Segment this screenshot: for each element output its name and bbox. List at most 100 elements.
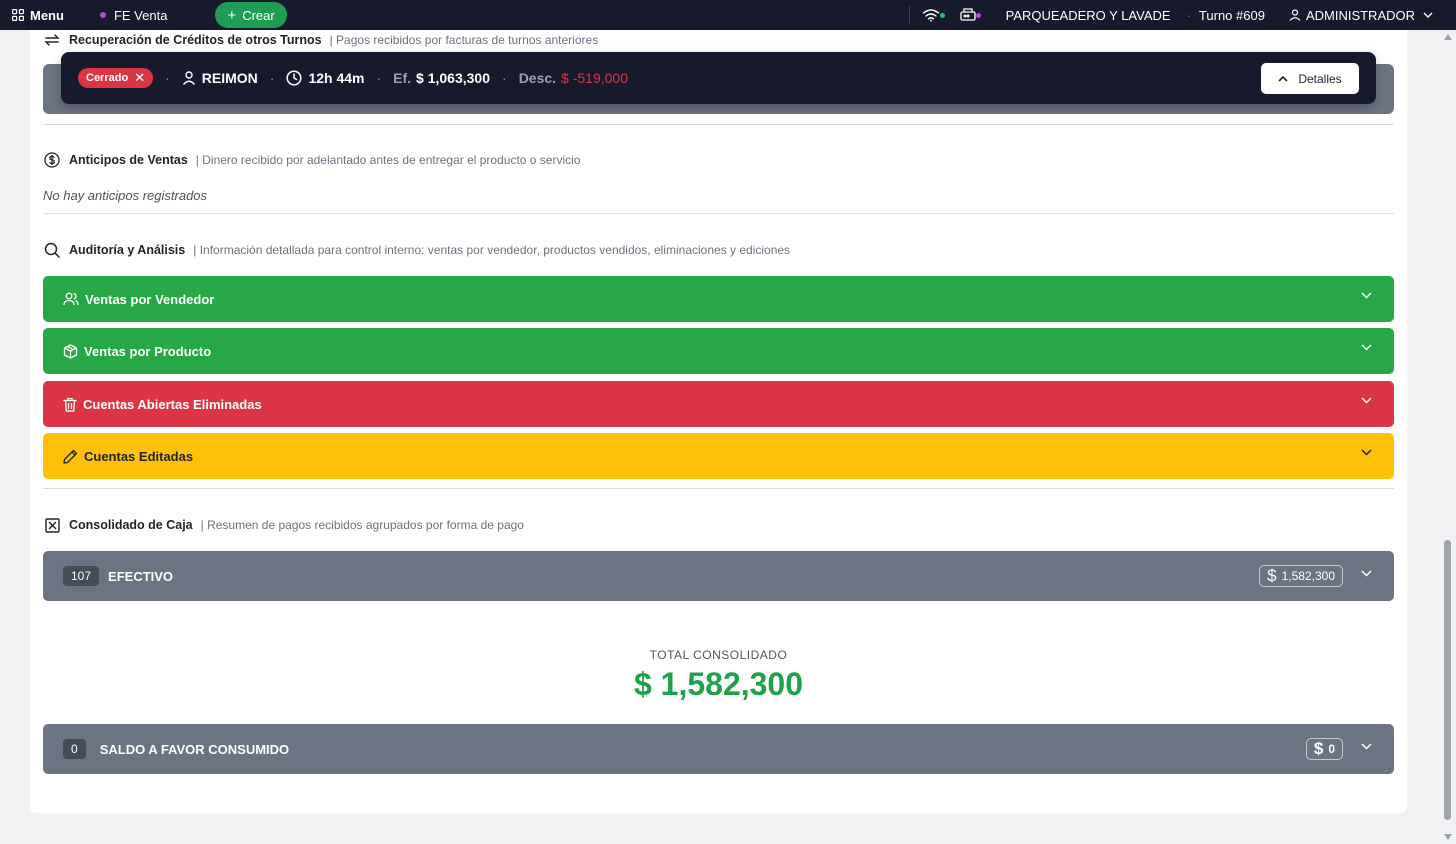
- clock-icon: [286, 70, 302, 86]
- chevron-up-icon: [1278, 75, 1288, 82]
- dollar-circle-icon: [43, 151, 61, 169]
- business-name: PARQUEADERO Y LAVADE: [1005, 7, 1171, 23]
- status-label: Cerrado: [86, 72, 129, 84]
- main-card: Recuperación de Créditos de otros Turnos…: [30, 30, 1407, 813]
- bar-label: Ventas por Producto: [84, 343, 212, 359]
- divider: [43, 488, 1394, 489]
- total-consolidado-value: $ 1,582,300: [633, 666, 804, 702]
- payment-name: SALDO A FAVOR CONSUMIDO: [99, 741, 290, 757]
- user-menu[interactable]: ADMINISTRADOR: [1289, 8, 1438, 23]
- printer-icon: [959, 8, 976, 21]
- shift-duration: 12h 44m: [286, 70, 364, 86]
- cash-register-icon: [43, 516, 61, 534]
- payment-count-badge: 0: [63, 739, 86, 759]
- payment-amount-badge: $ 0: [1305, 738, 1343, 760]
- payment-name: EFECTIVO: [108, 568, 174, 584]
- user-icon: [1289, 9, 1301, 21]
- divider: [43, 213, 1394, 214]
- separator-dot: ·: [269, 70, 275, 86]
- descuento-label: Desc.: [518, 70, 557, 86]
- separator-dot: ·: [376, 70, 382, 86]
- status-badge[interactable]: Cerrado ✕: [78, 68, 154, 88]
- users-icon: [63, 292, 79, 306]
- chevron-down-icon: [1361, 743, 1372, 750]
- bar-label: Cuentas Editadas: [84, 448, 194, 464]
- empty-state-text: No hay anticipos registrados: [43, 188, 208, 203]
- shift-summary-bar: Cerrado ✕ · REIMON · 12h 44m · Ef. $ 1,0…: [61, 52, 1376, 104]
- cuentas-abiertas-eliminadas-bar[interactable]: Cuentas Abiertas Eliminadas: [43, 381, 1394, 427]
- bar-label: Cuentas Abiertas Eliminadas: [83, 396, 262, 412]
- scroll-up-arrow[interactable]: [1444, 34, 1452, 40]
- chevron-down-icon: [1361, 449, 1372, 456]
- section-desc: Información detallada para control inter…: [193, 243, 790, 257]
- separator-dot: ·: [1186, 7, 1191, 23]
- grid-icon: [12, 9, 24, 21]
- user-name: ADMINISTRADOR: [1305, 7, 1415, 23]
- payment-amount: 0: [1328, 742, 1335, 756]
- pencil-icon: [63, 449, 78, 464]
- scrollbar-thumb[interactable]: [1444, 540, 1451, 820]
- crear-button[interactable]: + Crear: [215, 2, 287, 28]
- payment-amount: 1,582,300: [1281, 569, 1335, 583]
- wifi-badge: [939, 13, 945, 18]
- shift-user-name: REIMON: [201, 70, 258, 86]
- section-title: Consolidado de Caja: [69, 518, 193, 532]
- bar-label: Ventas por Vendedor: [85, 291, 215, 307]
- detalles-label: Detalles: [1298, 71, 1342, 86]
- separator-dot: ·: [165, 70, 170, 86]
- payment-efectivo-bar[interactable]: 107 EFECTIVO $ 1,582,300: [43, 551, 1394, 601]
- status-dot: [99, 12, 106, 18]
- search-icon: [43, 241, 61, 259]
- page-scrollbar[interactable]: [1440, 30, 1456, 844]
- detalles-button[interactable]: Detalles: [1261, 63, 1359, 94]
- section-desc: Resumen de pagos recibidos agrupados por…: [201, 518, 524, 532]
- box-icon: [63, 343, 78, 359]
- user-icon: [182, 71, 195, 85]
- turno-label: Turno #609: [1198, 7, 1265, 23]
- chevron-down-icon: [1361, 344, 1372, 351]
- section-title: Auditoría y Análisis: [69, 243, 186, 257]
- chevron-down-icon: [1361, 292, 1372, 299]
- payment-count-badge: 107: [63, 566, 100, 586]
- recuperacion-header: Recuperación de Créditos de otros Turnos…: [43, 31, 598, 49]
- payment-amount-badge: $ 1,582,300: [1259, 565, 1343, 587]
- scroll-down-arrow[interactable]: [1444, 834, 1452, 840]
- menu-button[interactable]: Menu: [12, 8, 64, 23]
- topbar-right: PARQUEADERO Y LAVADE · Turno #609 ADMINI…: [908, 0, 1456, 30]
- dollar-icon: $: [1313, 739, 1324, 758]
- anticipos-header: Anticipos de Ventas Dinero recibido por …: [43, 151, 580, 169]
- efectivo-value: $ 1,063,300: [416, 70, 491, 86]
- saldo-a-favor-bar[interactable]: 0 SALDO A FAVOR CONSUMIDO $ 0: [43, 724, 1394, 774]
- cuentas-editadas-bar[interactable]: Cuentas Editadas: [43, 433, 1394, 479]
- arrows-exchange-icon: [43, 31, 61, 49]
- divider: [43, 124, 1394, 125]
- printer-status[interactable]: [959, 8, 981, 22]
- shift-duration-value: 12h 44m: [308, 70, 365, 86]
- crear-label: Crear: [242, 7, 275, 23]
- descuento-value: $ -519,000: [561, 70, 628, 86]
- plus-icon: +: [227, 6, 237, 24]
- shift-efectivo: Ef. $ 1,063,300: [393, 70, 490, 86]
- fe-venta-tab[interactable]: FE Venta: [99, 8, 167, 23]
- shift-descuento: Desc. $ -519,000: [519, 70, 628, 86]
- menu-label: Menu: [30, 7, 64, 23]
- chevron-down-icon: [1361, 570, 1372, 577]
- top-navbar: Menu FE Venta + Crear PARQUEADERO Y LAVA…: [0, 0, 1456, 30]
- shift-user: REIMON: [182, 70, 258, 86]
- section-desc: Pagos recibidos por facturas de turnos a…: [330, 33, 598, 47]
- ventas-por-producto-bar[interactable]: Ventas por Producto: [43, 328, 1394, 374]
- total-consolidado-label: TOTAL CONSOLIDADO: [649, 648, 788, 662]
- consolidado-header: Consolidado de Caja Resumen de pagos rec…: [43, 516, 524, 534]
- wifi-status[interactable]: [922, 8, 945, 22]
- efectivo-label: Ef.: [393, 70, 412, 86]
- ventas-por-vendedor-bar[interactable]: Ventas por Vendedor: [43, 276, 1394, 322]
- printer-badge: [975, 13, 981, 18]
- trash-icon: [63, 397, 77, 412]
- separator-dot: ·: [502, 70, 507, 86]
- wifi-icon: [922, 9, 939, 22]
- section-title: Anticipos de Ventas: [69, 153, 188, 167]
- chevron-down-icon: [1423, 12, 1433, 18]
- chevron-down-icon: [1361, 397, 1372, 404]
- dollar-icon: $: [1267, 566, 1277, 585]
- close-icon: ✕: [134, 70, 146, 85]
